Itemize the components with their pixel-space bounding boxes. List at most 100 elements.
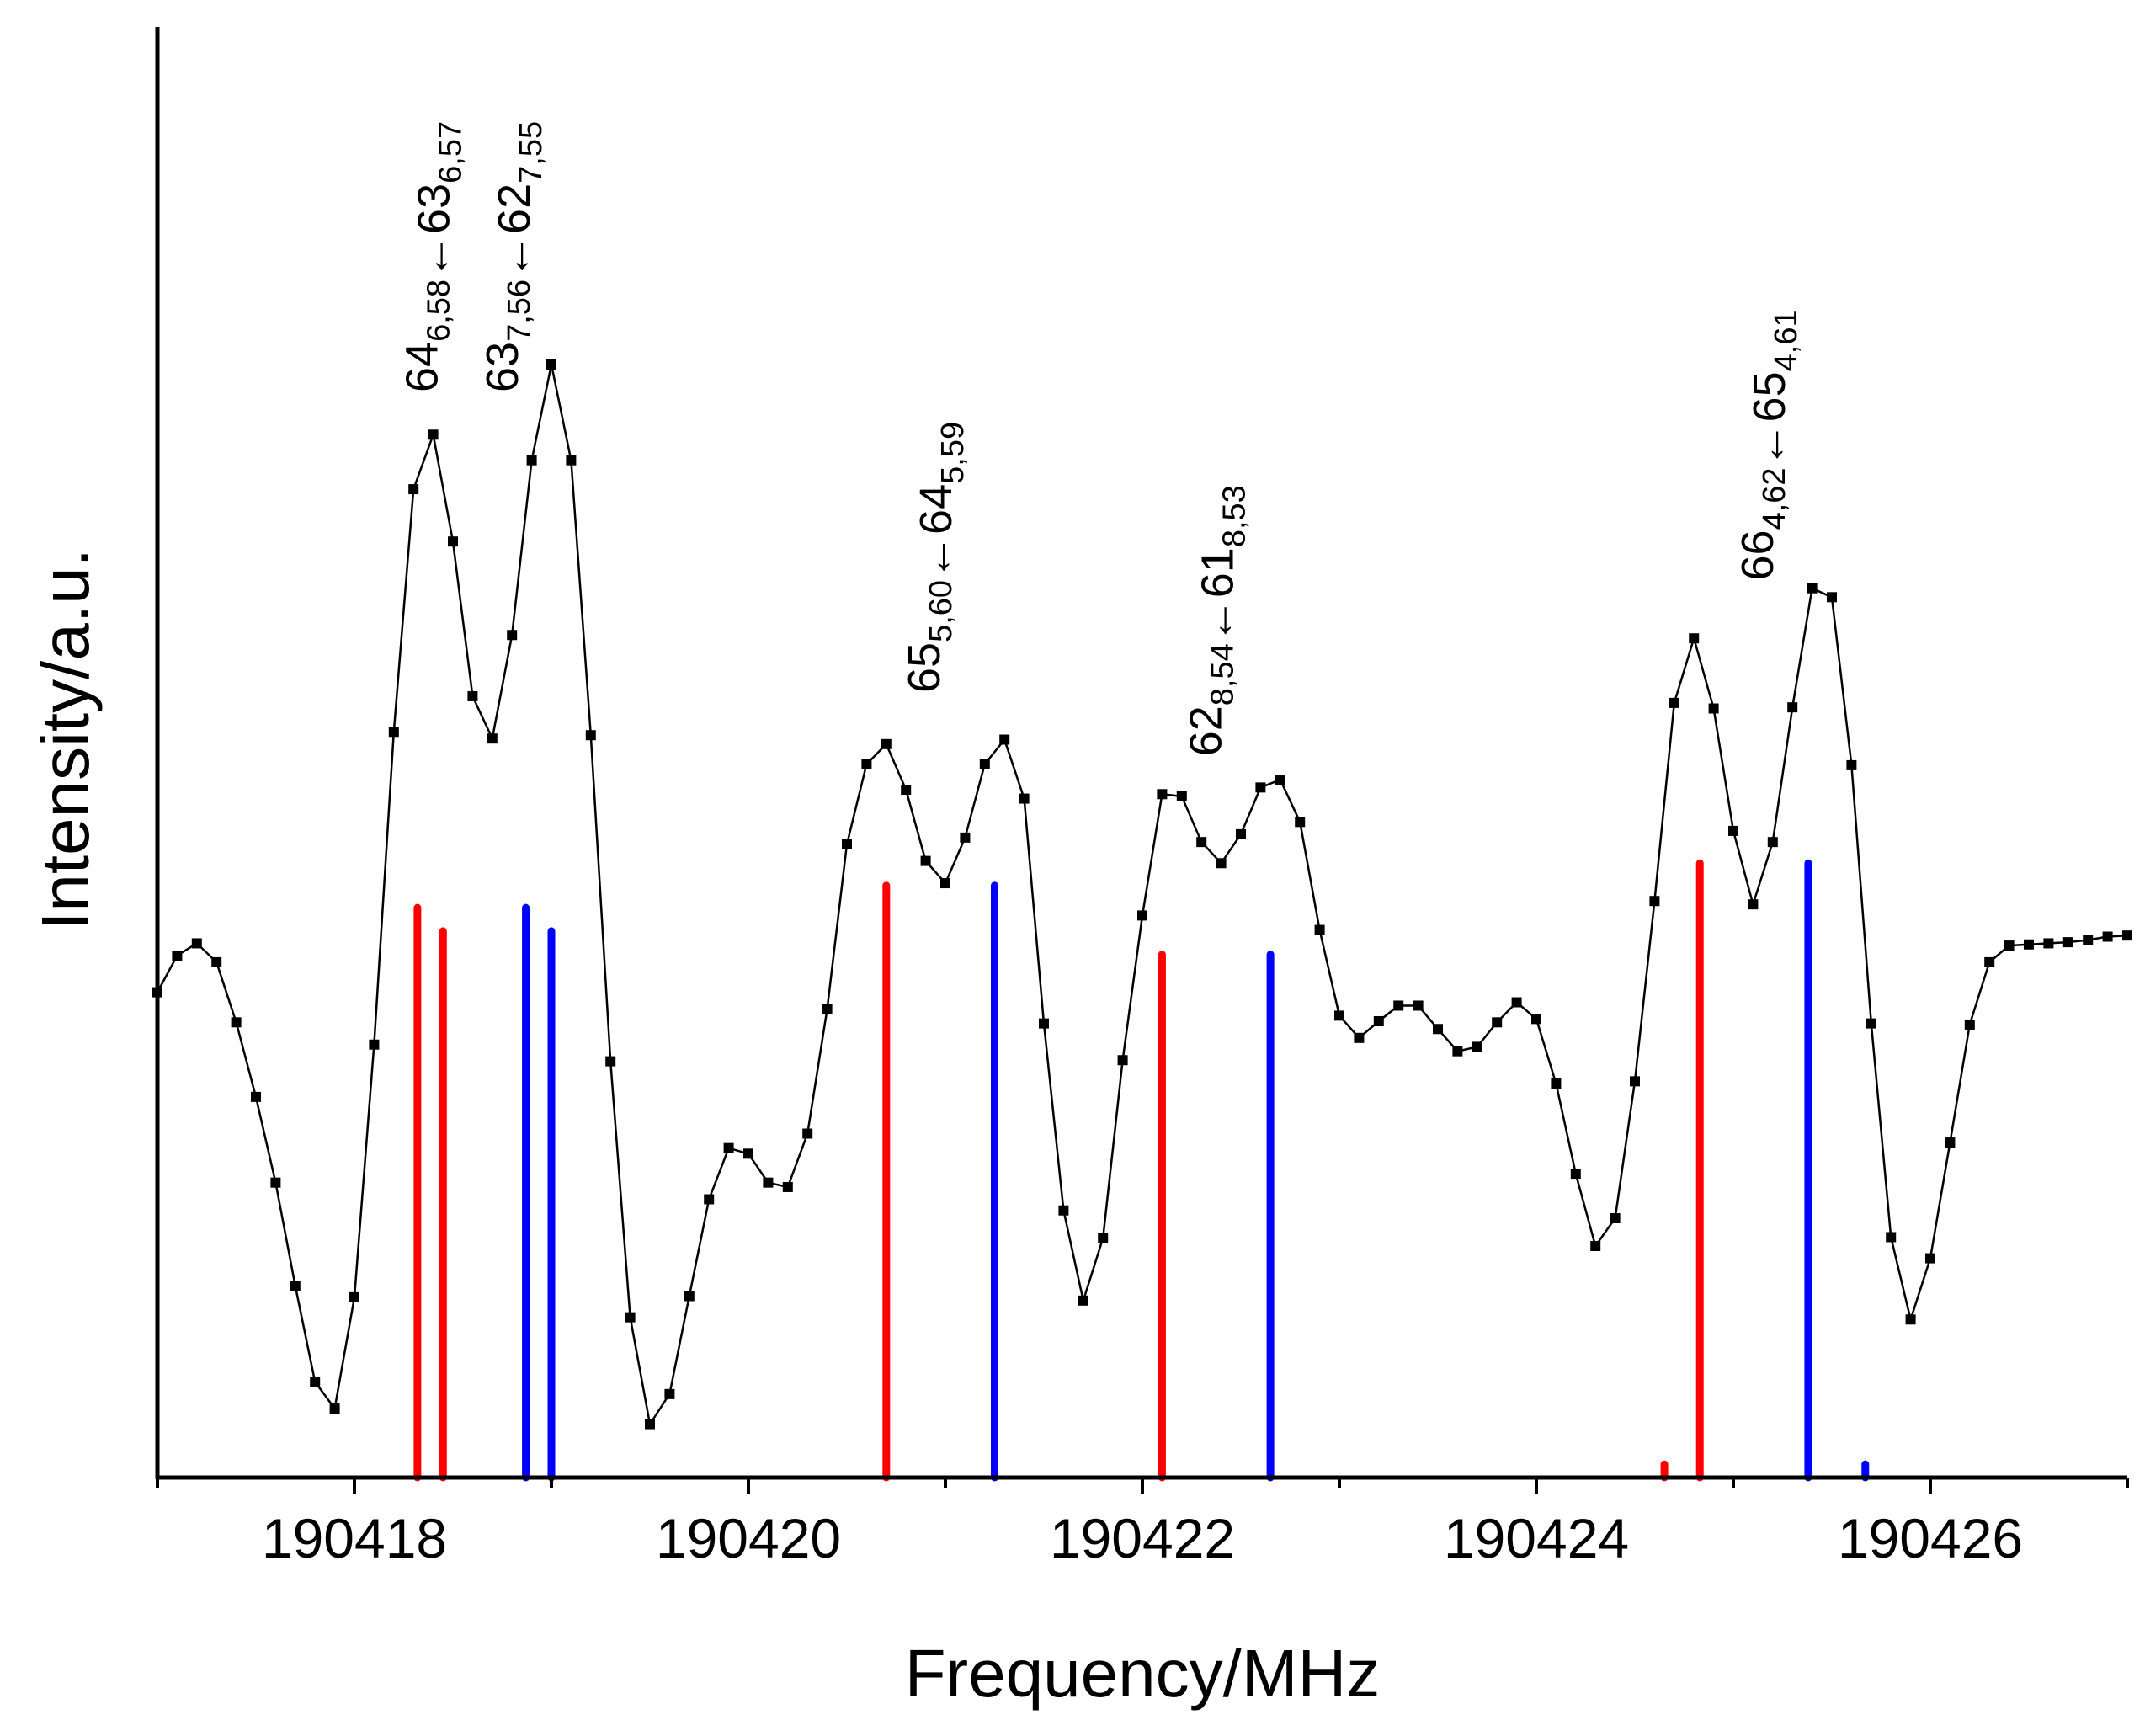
data-point-marker <box>1905 1314 1916 1325</box>
data-point-marker <box>842 839 852 849</box>
data-point-marker <box>861 759 872 769</box>
data-point-marker <box>1354 1032 1365 1043</box>
data-point-marker <box>1669 697 1679 708</box>
x-tick-label: 190424 <box>1444 1507 1629 1569</box>
data-point-marker <box>428 429 439 440</box>
data-point-marker <box>507 630 518 641</box>
x-tick-label: 190426 <box>1838 1507 2023 1569</box>
data-point-marker <box>2083 935 2094 945</box>
transition-label: 664,62←654,61 <box>1732 309 1804 580</box>
data-point-marker <box>782 1181 793 1192</box>
data-point-marker <box>2024 939 2034 950</box>
x-tick-label: 190422 <box>1050 1507 1235 1569</box>
data-point-marker <box>645 1419 655 1430</box>
data-point-marker <box>408 484 419 495</box>
data-point-marker <box>1531 1014 1541 1025</box>
data-point-marker <box>369 1039 380 1050</box>
data-point-marker <box>2062 937 2073 948</box>
data-point-marker <box>566 455 577 466</box>
data-point-marker <box>1630 1076 1640 1087</box>
data-point-marker <box>546 359 556 370</box>
data-point-marker <box>467 690 478 701</box>
data-point-marker <box>1236 828 1246 839</box>
data-point-marker <box>191 938 202 949</box>
data-point-marker <box>1866 1018 1876 1029</box>
data-point-marker <box>1964 1019 1975 1030</box>
data-point-marker <box>1846 759 1857 770</box>
data-point-marker <box>1117 1055 1128 1066</box>
data-point-marker <box>1039 1018 1049 1029</box>
data-point-marker <box>1807 583 1818 594</box>
data-point-marker <box>684 1291 695 1302</box>
data-point-marker <box>1827 592 1837 603</box>
data-point-marker <box>1551 1078 1562 1089</box>
data-point-marker <box>1452 1046 1463 1057</box>
data-point-marker <box>605 1056 616 1067</box>
data-point-marker <box>1472 1041 1482 1052</box>
data-point-marker <box>1787 702 1798 713</box>
data-point-marker <box>664 1388 675 1399</box>
data-point-marker <box>1945 1137 1956 1148</box>
data-point-marker <box>1649 896 1660 907</box>
data-point-marker <box>1157 789 1168 800</box>
data-point-marker <box>290 1281 301 1291</box>
data-point-marker <box>723 1142 734 1153</box>
data-point-marker <box>251 1091 261 1102</box>
x-axis-ticks: 190418 190420 190422 190424 190426 <box>156 1478 2129 1569</box>
transition-label: 655,60←645,59 <box>899 422 971 693</box>
y-axis-title: Intensity/a.u. <box>28 548 103 930</box>
data-point-marker <box>1708 703 1719 714</box>
data-point-marker <box>802 1128 813 1139</box>
data-point-marker <box>1590 1241 1601 1252</box>
data-point-marker <box>1610 1212 1621 1223</box>
data-point-marker <box>1137 910 1147 921</box>
data-point-marker <box>526 455 537 466</box>
data-point-marker <box>329 1403 340 1414</box>
data-point-marker <box>585 730 596 741</box>
data-point-marker <box>1984 956 1995 967</box>
data-point-marker <box>1767 837 1778 848</box>
data-point-marker <box>1492 1017 1503 1028</box>
stick-lines <box>413 859 1870 1482</box>
data-point-marker <box>1886 1232 1897 1243</box>
transition-label: 637,56←627,55 <box>477 121 549 392</box>
data-point-marker <box>960 832 971 843</box>
data-point-marker <box>2043 938 2054 949</box>
data-point-marker <box>172 950 183 961</box>
transition-label: 628,54←618,53 <box>1181 485 1253 756</box>
data-point-marker <box>881 738 892 749</box>
data-point-marker <box>940 878 950 889</box>
data-point-marker <box>1216 858 1227 869</box>
data-point-marker <box>1689 633 1700 644</box>
data-point-marker <box>1255 782 1266 793</box>
x-tick-label: 190418 <box>262 1507 447 1569</box>
spectrum-line <box>156 364 2128 1427</box>
x-tick-label: 190420 <box>656 1507 841 1569</box>
data-point-marker <box>2102 931 2113 942</box>
data-point-marker <box>1413 1000 1424 1011</box>
data-point-marker <box>349 1291 359 1302</box>
data-point-marker <box>1728 825 1738 836</box>
data-point-marker <box>310 1377 321 1387</box>
data-point-marker <box>1511 997 1522 1008</box>
data-point-marker <box>625 1312 636 1323</box>
data-point-marker <box>1098 1233 1109 1243</box>
data-point-marker <box>1433 1024 1443 1035</box>
x-axis-title: Frequency/MHz <box>905 1636 1381 1711</box>
data-point-marker <box>999 734 1010 745</box>
data-point-marker <box>1275 775 1285 785</box>
data-point-marker <box>1176 791 1187 801</box>
data-point-marker <box>1334 1010 1344 1021</box>
data-point-marker <box>270 1177 281 1188</box>
data-point-marker <box>231 1017 242 1028</box>
axes: 190418 190420 190422 190424 190426 <box>155 27 2129 1569</box>
data-point-marker <box>1748 899 1759 910</box>
data-point-marker <box>1058 1205 1069 1216</box>
data-point-marker <box>763 1177 774 1188</box>
data-point-marker <box>2004 940 2015 951</box>
data-point-marker <box>920 855 931 866</box>
data-point-marker <box>1373 1015 1384 1026</box>
spectrum-series <box>152 359 2132 1430</box>
data-point-marker <box>1393 1000 1404 1011</box>
